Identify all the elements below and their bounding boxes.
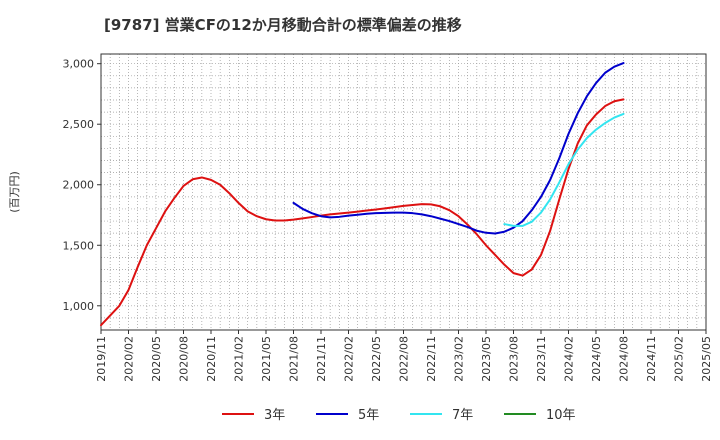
legend-label-2: 5年 bbox=[358, 408, 379, 423]
x-tick-label: 2021/11 bbox=[315, 336, 328, 382]
x-tick-label: 2022/08 bbox=[398, 336, 411, 382]
x-tick-label: 2024/11 bbox=[645, 336, 658, 382]
legend-label-1: 3年 bbox=[264, 408, 285, 423]
x-tick-label: 2024/02 bbox=[563, 336, 576, 382]
x-tick-label: 2025/05 bbox=[700, 336, 713, 382]
x-tick-label: 2020/08 bbox=[178, 336, 191, 382]
y-tick-label: 3,000 bbox=[63, 58, 95, 71]
x-tick-label: 2023/11 bbox=[535, 336, 548, 382]
x-tick-label: 2025/02 bbox=[673, 336, 686, 382]
legend-label-3: 7年 bbox=[452, 408, 473, 423]
chart-title: [9787] 営業CFの12か月移動合計の標準偏差の推移 bbox=[104, 16, 462, 34]
x-tick-label: 2019/11 bbox=[95, 336, 108, 382]
series-line-3 bbox=[503, 112, 625, 227]
x-tick-label: 2021/02 bbox=[233, 336, 246, 382]
y-tick-label: 1,500 bbox=[63, 239, 95, 252]
x-tick-label: 2020/11 bbox=[205, 336, 218, 382]
series-line-1 bbox=[100, 98, 625, 327]
x-tick-label: 2023/02 bbox=[453, 336, 466, 382]
x-tick-label: 2020/05 bbox=[150, 336, 163, 382]
legend-label-4: 10年 bbox=[546, 408, 576, 423]
y-tick-label: 1,000 bbox=[63, 300, 95, 313]
series-line-2 bbox=[292, 62, 625, 235]
x-tick-label: 2022/02 bbox=[343, 336, 356, 382]
x-tick-label: 2022/11 bbox=[425, 336, 438, 382]
x-tick-label: 2023/05 bbox=[480, 336, 493, 382]
x-tick-label: 2021/05 bbox=[260, 336, 273, 382]
y-tick-label: 2,000 bbox=[63, 179, 95, 192]
x-tick-label: 2021/08 bbox=[288, 336, 301, 382]
x-tick-label: 2024/08 bbox=[618, 336, 631, 382]
x-tick-label: 2023/08 bbox=[508, 336, 521, 382]
y-axis-label: (百万円) bbox=[8, 171, 21, 213]
x-tick-label: 2020/02 bbox=[123, 336, 136, 382]
x-tick-label: 2022/05 bbox=[370, 336, 383, 382]
x-tick-label: 2024/05 bbox=[590, 336, 603, 382]
y-tick-label: 2,500 bbox=[63, 118, 95, 131]
